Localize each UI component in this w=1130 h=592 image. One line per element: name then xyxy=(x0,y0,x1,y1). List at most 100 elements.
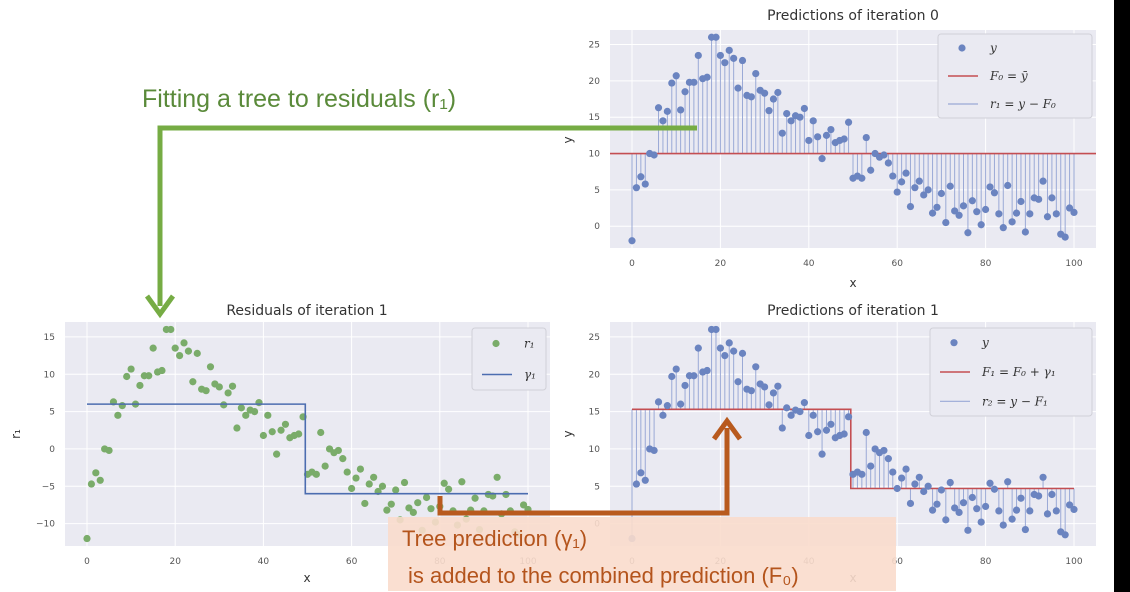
legend-box xyxy=(929,327,1093,417)
residual-point xyxy=(387,500,395,508)
residual-point xyxy=(105,446,113,455)
data-point xyxy=(933,500,941,508)
y-axis-label-predictions-0: y xyxy=(561,136,575,143)
residual-point xyxy=(378,482,387,490)
data-point xyxy=(1035,492,1043,500)
data-point xyxy=(955,211,963,219)
x-tick-label: 40 xyxy=(803,259,815,269)
data-point xyxy=(884,159,892,167)
data-point xyxy=(920,487,928,496)
data-point xyxy=(1039,177,1047,185)
data-point xyxy=(1070,505,1078,514)
x-tick-label: 40 xyxy=(258,557,270,567)
data-point xyxy=(924,482,932,490)
residual-point xyxy=(317,428,325,437)
data-point xyxy=(937,189,946,198)
data-point xyxy=(681,381,689,390)
data-point xyxy=(1026,507,1034,515)
data-point xyxy=(1043,213,1052,221)
y-tick-label: 25 xyxy=(589,41,600,51)
data-point xyxy=(964,229,972,237)
residual-point xyxy=(405,504,413,512)
data-point xyxy=(844,413,853,421)
data-point xyxy=(1052,507,1060,515)
residual-point xyxy=(334,446,342,455)
data-point xyxy=(1008,515,1016,523)
data-point xyxy=(1012,209,1021,217)
residual-point xyxy=(400,478,409,487)
data-point xyxy=(747,387,755,395)
residual-point xyxy=(440,479,448,487)
residual-point xyxy=(277,426,285,434)
residual-point xyxy=(202,387,210,395)
data-point xyxy=(694,344,702,352)
data-point xyxy=(747,93,755,101)
data-point xyxy=(738,56,747,65)
data-point xyxy=(1012,506,1021,514)
data-point xyxy=(650,446,658,455)
data-point xyxy=(721,352,729,360)
data-point xyxy=(946,182,954,190)
data-point xyxy=(937,486,946,494)
data-point xyxy=(986,479,994,487)
y-tick-label: 5 xyxy=(49,408,55,418)
orange-arrow-path xyxy=(437,428,730,516)
data-point xyxy=(814,133,822,141)
data-point xyxy=(778,129,786,137)
data-point xyxy=(822,426,831,434)
data-point xyxy=(942,218,950,227)
data-point xyxy=(990,485,999,493)
residual-point xyxy=(255,399,263,407)
x-axis-label-residuals-1: x xyxy=(303,571,310,585)
legend-label: r₁ = y − F₀ xyxy=(990,97,1056,111)
residual-point xyxy=(224,389,232,397)
data-point xyxy=(730,54,738,62)
data-point xyxy=(884,455,892,463)
residual-point xyxy=(180,339,188,347)
data-point xyxy=(973,208,981,216)
data-point xyxy=(765,107,773,115)
annotation-tree-prediction: Tree prediction (γ₁) is added to the com… xyxy=(388,416,896,591)
data-point xyxy=(809,411,817,419)
data-point xyxy=(955,508,963,516)
data-point xyxy=(840,430,848,438)
legend-marker xyxy=(958,44,966,52)
data-point xyxy=(632,184,641,192)
data-point xyxy=(1008,218,1016,226)
annotation-tree-prediction-line2: is added to the combined prediction (F₀) xyxy=(408,563,799,588)
residual-point xyxy=(83,534,91,543)
chart-title-residuals-1: Residuals of iteration 1 xyxy=(226,303,387,319)
data-point xyxy=(1065,204,1074,212)
data-point xyxy=(858,174,866,182)
data-point xyxy=(1061,531,1069,539)
data-point xyxy=(641,180,649,188)
residual-point xyxy=(233,424,241,432)
data-point xyxy=(827,420,835,428)
data-point xyxy=(906,202,915,211)
legend-label: y xyxy=(981,336,989,350)
residual-point xyxy=(352,474,360,482)
data-point xyxy=(951,504,959,512)
data-point xyxy=(1039,473,1047,481)
data-point xyxy=(995,210,1003,218)
data-point xyxy=(1017,494,1025,502)
legend-marker xyxy=(492,339,500,348)
data-point xyxy=(915,177,923,185)
x-axis-label-predictions-0: x xyxy=(849,276,856,290)
gamma-step-line xyxy=(87,403,528,495)
data-point xyxy=(632,480,641,488)
data-point xyxy=(730,347,738,355)
data-point xyxy=(818,450,826,458)
y-tick-label: 20 xyxy=(589,370,601,380)
residual-point xyxy=(273,450,281,458)
data-point xyxy=(889,468,897,476)
residual-point xyxy=(176,352,184,360)
data-point xyxy=(654,104,663,112)
data-point xyxy=(893,188,901,196)
data-point xyxy=(725,339,733,347)
residual-point xyxy=(422,493,431,502)
data-point xyxy=(703,73,711,81)
y-axis-label-predictions-1: y xyxy=(561,430,575,437)
residual-point xyxy=(519,501,528,509)
